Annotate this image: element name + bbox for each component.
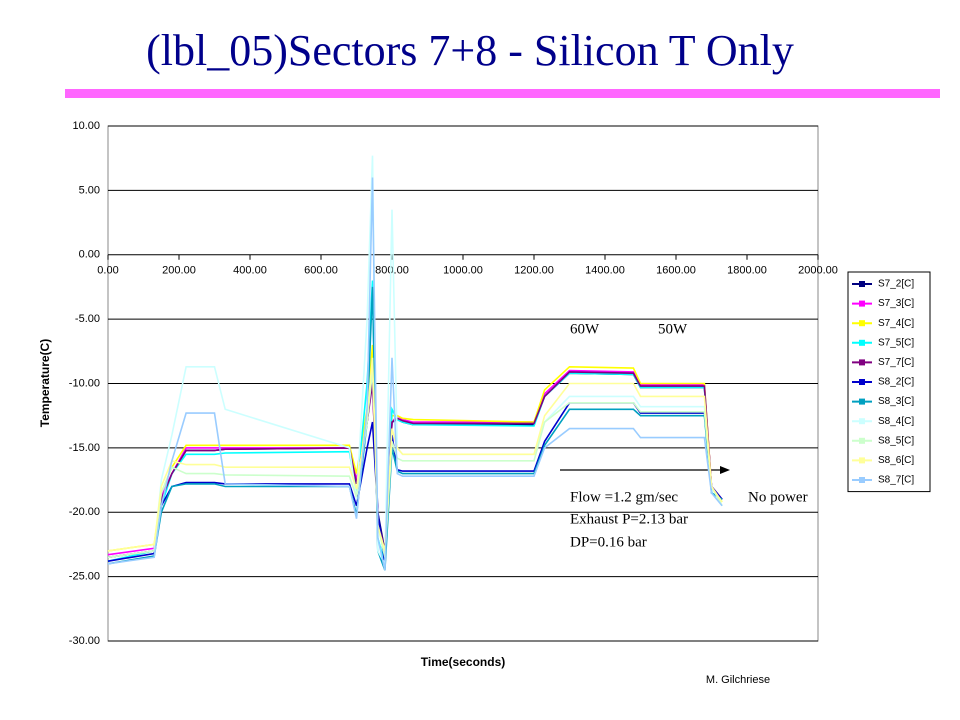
x-tick-label: 1200.00: [514, 265, 554, 277]
legend-marker: [859, 300, 865, 307]
annotation: Flow =1.2 gm/sec: [570, 489, 678, 505]
x-tick-label: 400.00: [233, 265, 267, 277]
x-tick-label: 1400.00: [585, 265, 625, 277]
y-tick-label: -30.00: [69, 635, 100, 647]
y-axis-label: Temperature(C): [38, 339, 52, 427]
legend-label: S7_7[C]: [878, 357, 914, 368]
legend-label: S7_3[C]: [878, 298, 914, 309]
x-tick-label: 0.00: [97, 265, 118, 277]
y-tick-label: -15.00: [69, 442, 100, 454]
x-tick-label: 2000.00: [798, 265, 838, 277]
annotation: Exhaust P=2.13 bar: [570, 511, 688, 527]
slide-title: (lbl_05)Sectors 7+8 - Silicon T Only: [146, 26, 794, 75]
title-underline: [65, 89, 940, 98]
legend-label: S8_3[C]: [878, 396, 914, 407]
x-tick-label: 200.00: [162, 265, 196, 277]
legend-marker: [859, 379, 865, 385]
arrow-head: [720, 466, 730, 474]
y-tick-label: -25.00: [69, 571, 100, 583]
series-line: [107, 177, 723, 571]
annotation: 50W: [658, 321, 688, 337]
y-tick-label: -5.00: [75, 313, 100, 325]
y-tick-label: 10.00: [72, 120, 100, 132]
x-tick-label: 600.00: [304, 265, 338, 277]
legend-label: S8_4[C]: [878, 416, 914, 427]
legend-marker: [859, 418, 865, 425]
y-tick-label: 0.00: [79, 249, 100, 261]
legend-label: S8_2[C]: [878, 377, 914, 388]
legend-marker: [859, 398, 865, 405]
legend-marker: [859, 359, 865, 366]
legend-label: S8_7[C]: [878, 475, 914, 486]
legend-marker: [859, 457, 865, 464]
annotation: DP=0.16 bar: [570, 534, 647, 550]
legend-marker: [859, 320, 865, 327]
annotation: No power: [748, 489, 808, 505]
footer: M. Gilchriese: [706, 674, 770, 686]
legend-marker: [859, 339, 865, 346]
y-tick-label: 5.00: [79, 184, 100, 196]
legend-label: S8_5[C]: [878, 435, 914, 446]
x-tick-label: 1600.00: [656, 265, 696, 277]
legend-label: S7_5[C]: [878, 337, 914, 348]
y-tick-label: -20.00: [69, 506, 100, 518]
legend-marker: [859, 477, 865, 483]
annotation: 60W: [570, 321, 600, 337]
y-tick-label: -10.00: [69, 377, 100, 389]
x-tick-label: 800.00: [375, 265, 409, 277]
legend-marker: [859, 281, 865, 287]
x-tick-label: 1800.00: [727, 265, 767, 277]
legend-label: S8_6[C]: [878, 455, 914, 466]
legend-label: S7_2[C]: [878, 279, 914, 290]
legend-label: S7_4[C]: [878, 318, 914, 329]
legend-marker: [859, 437, 865, 444]
x-axis-label: Time(seconds): [421, 655, 505, 669]
x-tick-label: 1000.00: [443, 265, 483, 277]
